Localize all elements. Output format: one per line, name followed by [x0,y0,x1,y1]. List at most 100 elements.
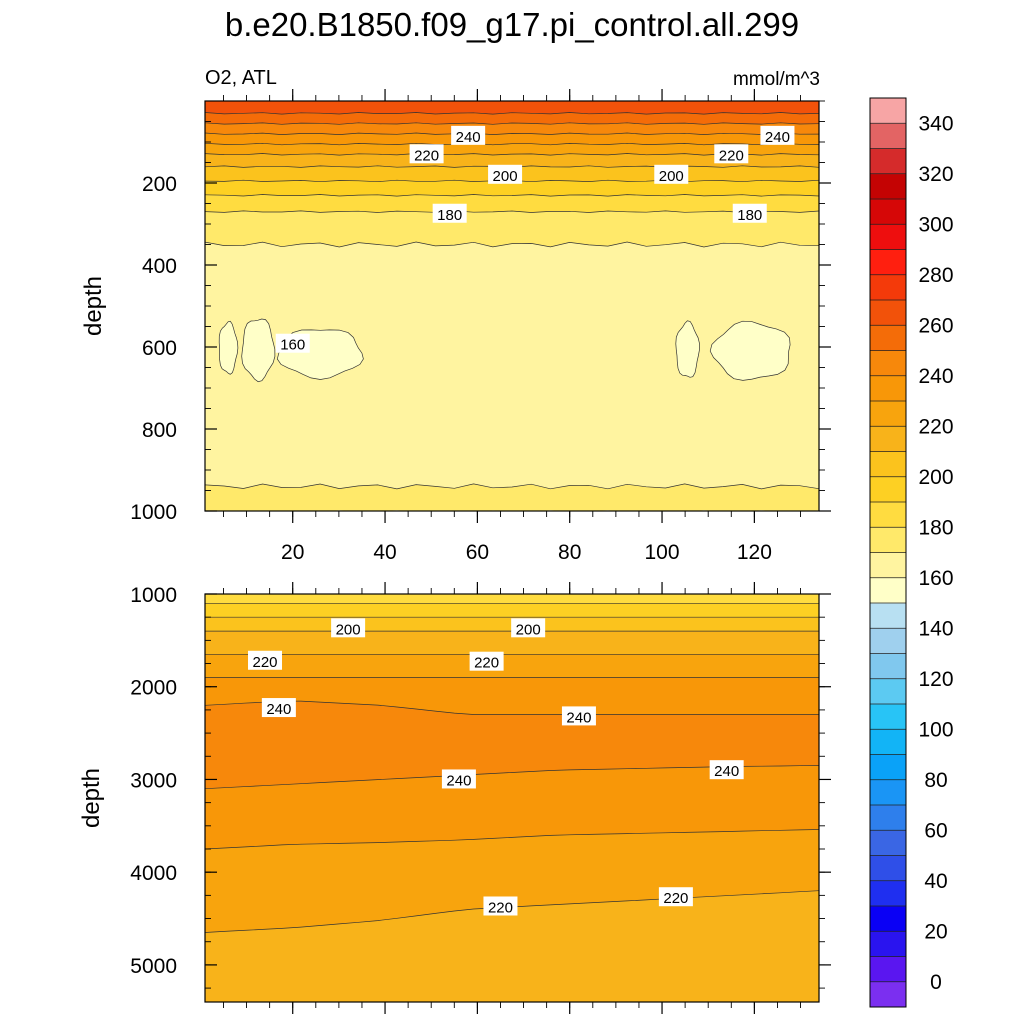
contour-band [205,242,819,489]
ytick-label: 400 [142,255,177,278]
colorbar-swatch [870,502,906,528]
colorbar-label: 20 [924,920,947,943]
colorbar-swatch [870,931,906,957]
contour-band [205,133,819,145]
colorbar-label: 180 [918,516,953,539]
colorbar-swatch [870,805,906,831]
chart-title: b.e20.B1850.f09_g17.pi_control.all.299 [225,6,799,43]
contour-band [205,483,819,511]
contour-label: 240 [709,760,744,780]
contour-label-text: 240 [456,129,481,146]
contour-band [205,210,819,247]
colorbar-label: 80 [924,769,947,792]
ytick-label: 2000 [130,677,177,700]
colorbar-swatch [870,98,906,124]
contour-band [205,112,819,125]
ytick-label: 1000 [130,584,177,607]
contour-label: 180 [732,203,767,224]
contour-line [205,112,819,115]
colorbar-swatch [870,754,906,781]
contour-line [205,700,819,715]
contour-band [205,701,819,789]
contour-band [205,594,819,604]
contour-band [205,122,819,135]
xtick-label: 80 [558,541,581,564]
panel2-frame [204,593,820,1003]
colorbar-label: 300 [918,213,953,236]
colorbar-swatch [870,173,906,200]
colorbar-swatch [870,300,906,326]
colorbar-swatch [870,880,906,907]
contour-label-text: 180 [737,207,762,224]
colorbar-swatch [870,552,906,579]
contour-label-text: 200 [336,621,361,638]
contour-label: 220 [714,144,749,164]
colorbar-swatch [870,855,906,882]
contour-line [205,132,819,135]
colorbar-swatch [870,577,906,604]
colorbar-swatch [870,350,906,377]
ytick-label: 4000 [130,862,177,885]
colorbar-swatch [870,426,906,452]
colorbar-swatch [870,123,906,149]
colorbar-swatch [870,779,906,806]
colorbar-swatch [870,451,906,478]
colorbar-swatch [870,199,906,225]
colorbar: 0 20 40 60 80 100 120 140 160 180 200 220 240 260 280 3… [869,97,954,1008]
contour-label-text: 220 [488,899,513,916]
colorbar-frame [869,97,907,1008]
colorbar-label: 140 [918,617,953,640]
contour-label: 240 [261,698,296,718]
contour-label-text: 220 [252,654,277,671]
colorbar-label: 220 [918,415,953,438]
contour-label-text: 200 [659,168,684,185]
contour-line [205,483,819,490]
contour-label: 180 [432,203,467,224]
colorbar-swatch [870,628,906,654]
panel1-contour-labels: 240 240 220 220 200 200 180 180 160 [275,125,795,354]
contour-band [205,765,819,849]
panel1-contour-lines [205,112,819,490]
panel1-subtitle-left: O2, ATL [205,67,277,89]
panel2-axes: 1000 2000 3000 4000 5000 [130,582,831,1014]
contour-pocket [218,320,239,375]
panel1-subtitle-right: mmol/m^3 [733,69,820,90]
contour-band [205,829,819,933]
colorbar-label: 60 [924,819,947,842]
colorbar-swatch [870,249,906,276]
colorbar-swatch [870,653,906,680]
contour-label-text: 220 [474,655,499,672]
contour-label: 240 [451,125,486,146]
contour-label-text: 240 [446,772,471,789]
contour-label: 240 [441,769,476,789]
colorbar-label: 200 [918,466,953,489]
colorbar-label: 120 [918,668,953,691]
colorbar-swatch [870,401,906,427]
contour-band [205,143,819,156]
contour-label: 240 [760,125,795,146]
contour-line [205,210,819,213]
ytick-label: 5000 [130,955,177,978]
contour-band [205,194,819,213]
contour-label: 220 [248,650,283,671]
colorbar-label: 100 [918,718,953,741]
colorbar-swatch [870,729,906,755]
colorbar-swatch [870,224,906,250]
contour-label: 200 [488,164,523,185]
contour-line [205,142,819,146]
contour-label-text: 240 [765,129,790,146]
colorbar-swatch [870,603,906,629]
contour-label: 200 [331,618,366,638]
colorbar-swatch [870,325,906,351]
contour-label: 200 [511,618,546,638]
contour-label-text: 220 [663,890,688,907]
panel2-contour-fill [205,594,819,1002]
ytick-label: 800 [142,419,177,442]
contour-label-text: 200 [516,621,541,638]
colorbar-swatch [870,906,906,932]
xtick-label: 100 [645,541,680,564]
xtick-label: 40 [373,541,396,564]
contour-line [205,241,819,248]
colorbar-label: 0 [930,971,942,994]
